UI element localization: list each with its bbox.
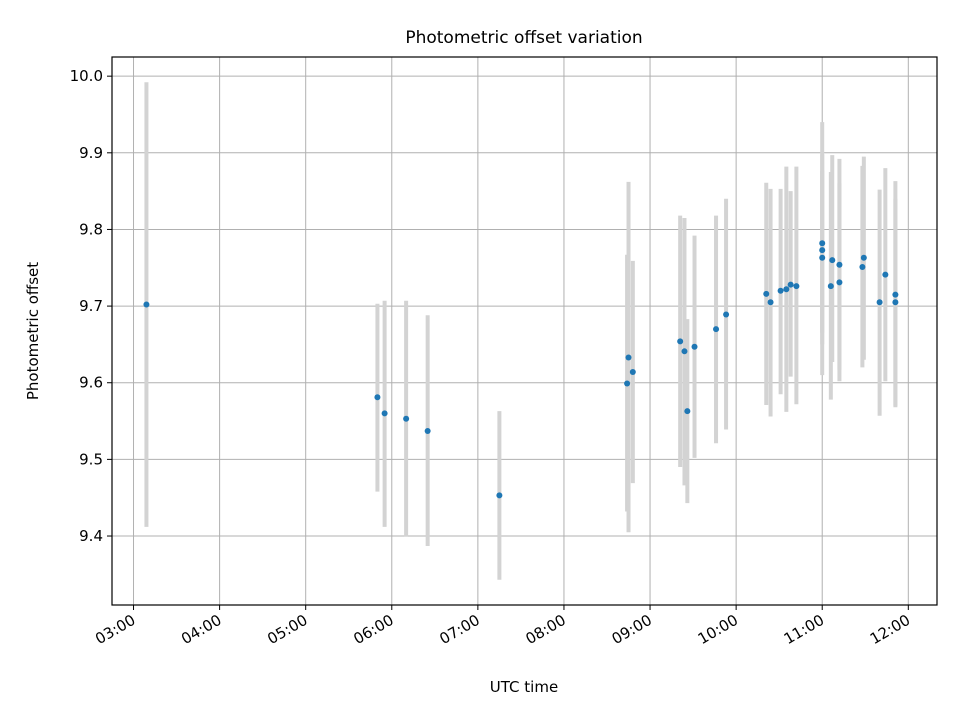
chart-title: Photometric offset variation bbox=[405, 28, 642, 48]
data-point bbox=[381, 410, 388, 417]
y-axis-ticks: 9.4 9.5 9.6 9.7 9.8 9.9 10.0 bbox=[70, 67, 112, 545]
data-point bbox=[625, 354, 632, 361]
data-point bbox=[767, 299, 774, 306]
data-point bbox=[892, 291, 899, 298]
x-tick-label: 12:00 bbox=[867, 611, 913, 648]
data-point bbox=[681, 348, 688, 355]
data-point bbox=[859, 264, 866, 271]
x-tick-label: 05:00 bbox=[264, 611, 310, 648]
x-tick-label: 07:00 bbox=[436, 611, 482, 648]
y-axis-label: Photometric offset bbox=[24, 262, 42, 400]
data-point bbox=[836, 279, 843, 286]
x-tick-label: 03:00 bbox=[92, 611, 138, 648]
data-point bbox=[819, 247, 826, 254]
y-tick-label: 9.7 bbox=[79, 297, 103, 315]
y-tick-label: 10.0 bbox=[70, 67, 103, 85]
data-point bbox=[787, 281, 794, 288]
x-axis-label: UTC time bbox=[490, 678, 558, 696]
data-point bbox=[713, 326, 720, 333]
data-point bbox=[684, 408, 691, 415]
data-point bbox=[836, 261, 843, 268]
data-point bbox=[691, 343, 698, 350]
x-tick-label: 09:00 bbox=[609, 611, 655, 648]
data-point bbox=[374, 394, 381, 401]
y-tick-label: 9.8 bbox=[79, 220, 103, 238]
data-point bbox=[882, 271, 889, 278]
data-point bbox=[829, 257, 836, 264]
data-point bbox=[777, 287, 784, 294]
y-tick-label: 9.9 bbox=[79, 144, 103, 162]
data-point bbox=[763, 290, 770, 297]
y-tick-label: 9.4 bbox=[79, 527, 103, 545]
data-point bbox=[793, 283, 800, 290]
data-point bbox=[496, 492, 503, 499]
data-point bbox=[783, 286, 790, 293]
data-point bbox=[677, 338, 684, 345]
data-point bbox=[723, 311, 730, 318]
data-point bbox=[876, 299, 883, 306]
data-point bbox=[424, 428, 431, 435]
data-point bbox=[819, 254, 826, 261]
data-point bbox=[892, 299, 899, 306]
y-tick-label: 9.5 bbox=[79, 450, 103, 468]
x-tick-label: 08:00 bbox=[523, 611, 569, 648]
data-points bbox=[143, 240, 899, 499]
data-point bbox=[827, 283, 834, 290]
x-tick-label: 10:00 bbox=[695, 611, 741, 648]
data-point bbox=[629, 369, 636, 376]
error-bars bbox=[144, 82, 898, 580]
data-point bbox=[819, 240, 826, 247]
x-tick-label: 04:00 bbox=[178, 611, 224, 648]
x-axis-ticks: 03:00 04:00 05:00 06:00 07:00 08:00 09:00 10:00… bbox=[92, 605, 913, 648]
x-tick-label: 11:00 bbox=[781, 611, 827, 648]
data-point bbox=[143, 301, 150, 308]
grid-lines bbox=[112, 57, 937, 605]
data-point bbox=[403, 415, 410, 422]
data-point bbox=[624, 380, 631, 387]
y-tick-label: 9.6 bbox=[79, 374, 103, 392]
data-point bbox=[860, 254, 867, 261]
plot-frame bbox=[111, 56, 938, 606]
x-tick-label: 06:00 bbox=[350, 611, 396, 648]
